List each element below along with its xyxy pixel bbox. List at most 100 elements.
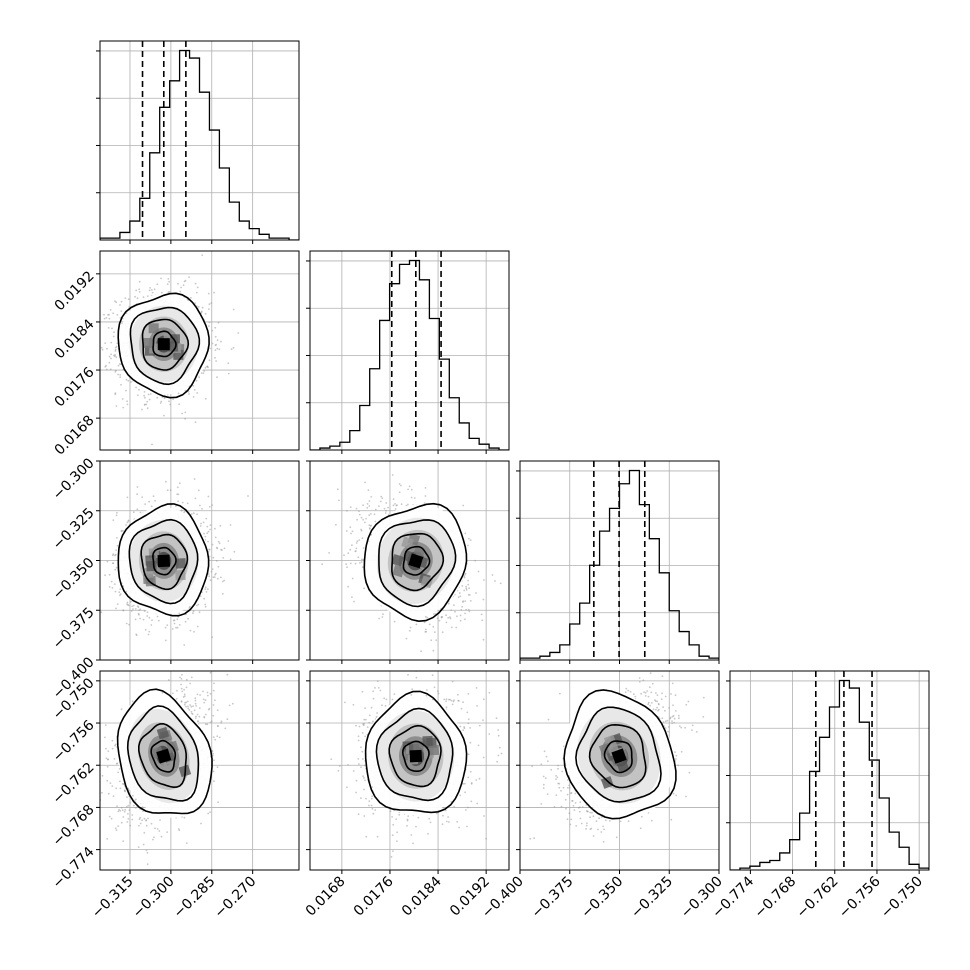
panel-0-0 — [96, 40, 300, 244]
scatter-point — [204, 312, 207, 315]
scatter-point — [160, 400, 163, 403]
scatter-point — [147, 633, 150, 636]
scatter-point — [144, 628, 147, 631]
scatter-point — [139, 822, 142, 825]
scatter-point — [119, 588, 122, 591]
scatter-point — [196, 625, 199, 628]
contour-level-2 — [128, 518, 199, 605]
scatter-point — [187, 390, 190, 393]
scatter-point — [467, 579, 469, 582]
scatter-point — [130, 610, 133, 612]
scatter-point — [164, 626, 167, 629]
scatter-point — [447, 602, 450, 605]
scatter-point — [130, 381, 133, 383]
scatter-point — [198, 376, 201, 379]
scatter-point — [131, 818, 134, 821]
scatter-point — [173, 622, 176, 625]
scatter-point — [134, 618, 137, 621]
scatter-point — [137, 394, 139, 397]
scatter-point — [462, 504, 465, 507]
scatter-point — [124, 297, 127, 299]
scatter-point — [464, 600, 467, 602]
scatter-point — [227, 362, 230, 365]
scatter-point — [88, 398, 90, 400]
scatter-point — [207, 366, 209, 369]
scatter-point — [410, 488, 413, 491]
density-cell — [175, 558, 186, 569]
scatter-point — [110, 353, 112, 356]
scatter-point — [196, 392, 199, 394]
scatter-point — [108, 573, 111, 576]
scatter-point — [112, 312, 115, 315]
scatter-point — [178, 624, 181, 626]
scatter-point — [115, 356, 118, 359]
scatter-point — [114, 371, 117, 373]
scatter-point — [204, 713, 207, 716]
scatter-point — [358, 510, 360, 513]
scatter-point — [361, 566, 364, 568]
scatter-point — [482, 598, 485, 601]
scatter-point — [110, 580, 113, 583]
scatter-point — [119, 374, 122, 376]
scatter-point — [424, 615, 427, 618]
scatter-point — [379, 500, 382, 503]
scatter-point — [117, 810, 120, 813]
scatter-point — [212, 556, 215, 559]
scatter-point — [215, 343, 218, 346]
scatter-point — [477, 570, 480, 573]
scatter-point — [116, 314, 119, 316]
scatter-point — [143, 391, 146, 393]
scatter-point — [115, 607, 117, 610]
scatter-point — [409, 626, 412, 629]
scatter-point — [184, 620, 187, 623]
scatter-point — [150, 624, 153, 626]
scatter-point — [350, 532, 352, 535]
scatter-point — [131, 814, 134, 816]
scatter-point — [374, 508, 377, 511]
scatter-point — [367, 489, 370, 491]
scatter-point — [346, 510, 348, 512]
scatter-point — [208, 555, 211, 558]
scatter-point — [373, 513, 376, 516]
scatter-point — [360, 528, 362, 531]
scatter-point — [212, 576, 215, 579]
scatter-point — [180, 654, 182, 656]
scatter-point — [176, 618, 179, 621]
scatter-point — [115, 301, 118, 304]
scatter-point — [103, 317, 106, 320]
scatter-point — [126, 496, 129, 499]
scatter-point — [232, 308, 235, 311]
scatter-point — [120, 300, 123, 303]
scatter-point — [203, 715, 206, 718]
scatter-point — [156, 396, 159, 399]
scatter-point — [438, 619, 441, 622]
scatter-point — [163, 414, 165, 417]
scatter-point — [188, 393, 190, 395]
scatter-point — [381, 616, 384, 618]
scatter-point — [212, 752, 215, 755]
scatter-point — [208, 325, 210, 327]
scatter-point — [202, 698, 205, 701]
scatter-point — [107, 327, 110, 329]
scatter-point — [181, 673, 183, 676]
scatter-point — [197, 603, 200, 606]
panel-frame — [309, 250, 510, 451]
scatter-point — [209, 347, 212, 350]
scatter-point — [210, 302, 213, 304]
scatter-point — [385, 502, 388, 504]
scatter-point — [208, 321, 211, 324]
scatter-point — [179, 676, 181, 679]
scatter-point — [199, 525, 202, 527]
scatter-point — [196, 604, 198, 607]
scatter-point — [211, 636, 214, 639]
scatter-point — [117, 373, 119, 376]
scatter-point — [168, 280, 171, 283]
panel-2-1 — [306, 460, 510, 664]
scatter-point — [194, 663, 196, 665]
scatter-point — [424, 487, 427, 489]
scatter-point — [211, 543, 214, 546]
scatter-point — [221, 580, 224, 583]
scatter-point — [138, 280, 141, 283]
scatter-point — [384, 512, 387, 514]
scatter-point — [445, 621, 448, 624]
